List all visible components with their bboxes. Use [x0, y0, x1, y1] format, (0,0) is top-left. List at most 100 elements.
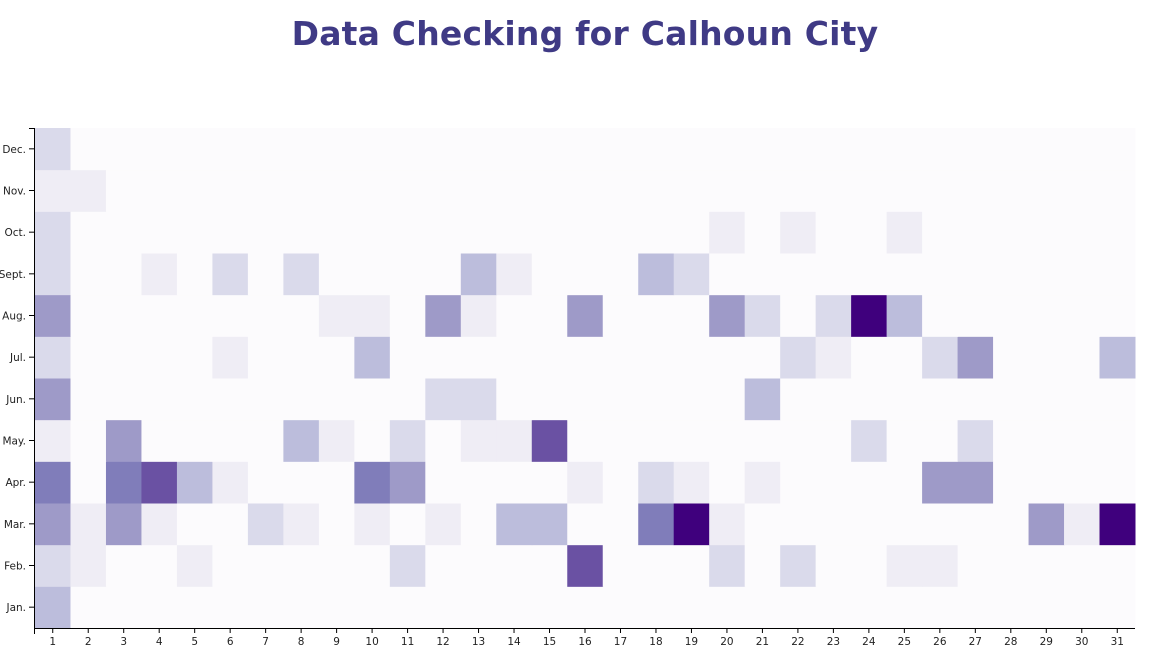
heatmap-cell [141, 211, 178, 254]
heatmap-cell [460, 586, 497, 629]
heatmap-cell [318, 169, 355, 212]
heatmap-cell [35, 378, 71, 421]
x-tick-label: 25 [898, 636, 911, 648]
heatmap-cell [176, 128, 213, 171]
heatmap-cell [638, 169, 675, 212]
x-tick-label: 29 [1040, 636, 1053, 648]
x-tick-label: 15 [543, 636, 556, 648]
heatmap-cell [35, 336, 71, 379]
heatmap-cell [602, 461, 639, 504]
heatmap-cell [567, 128, 604, 171]
heatmap-cell [673, 503, 710, 546]
heatmap-cell [815, 544, 852, 587]
heatmap-cell [709, 211, 746, 254]
heatmap-cell [1099, 461, 1136, 504]
heatmap-cell [567, 544, 604, 587]
heatmap-cell [389, 461, 426, 504]
y-tick-label: Sept. [0, 269, 26, 281]
heatmap-cell [744, 128, 781, 171]
heatmap-cell [567, 586, 604, 629]
heatmap-cell [744, 336, 781, 379]
heatmap-cell [247, 294, 284, 337]
heatmap-cell [815, 169, 852, 212]
heatmap-cell [531, 419, 568, 462]
heatmap-cell [851, 128, 888, 171]
heatmap-cell [389, 419, 426, 462]
heatmap-cell [35, 461, 71, 504]
heatmap-cell [531, 294, 568, 337]
heatmap-cell [993, 378, 1030, 421]
x-tick-label: 18 [649, 636, 662, 648]
heatmap-cell [1028, 128, 1065, 171]
heatmap-cell [709, 419, 746, 462]
heatmap-cell [993, 253, 1030, 296]
heatmap-cell [176, 461, 213, 504]
heatmap-cell [993, 419, 1030, 462]
x-tick-label: 11 [401, 636, 414, 648]
heatmap-cell [425, 544, 462, 587]
heatmap-cell [1099, 544, 1136, 587]
heatmap-cell [744, 169, 781, 212]
heatmap-cell [318, 378, 355, 421]
heatmap-cell [1064, 503, 1101, 546]
heatmap-cell [176, 253, 213, 296]
heatmap-cell [247, 503, 284, 546]
heatmap-cell [602, 419, 639, 462]
heatmap-cell [460, 461, 497, 504]
heatmap-cell [851, 544, 888, 587]
heatmap-cell [318, 586, 355, 629]
heatmap-cell [957, 128, 994, 171]
heatmap-cell [141, 378, 178, 421]
heatmap-cell [283, 211, 320, 254]
heatmap-cell [247, 586, 284, 629]
heatmap-cell [673, 128, 710, 171]
heatmap-cell [425, 419, 462, 462]
heatmap-cell [780, 544, 817, 587]
heatmap-cell [389, 336, 426, 379]
heatmap-cell [1028, 294, 1065, 337]
heatmap-cell [780, 503, 817, 546]
heatmap-cell [815, 378, 852, 421]
heatmap-cell [851, 294, 888, 337]
x-tick-label: 16 [578, 636, 592, 648]
heatmap-cell [993, 169, 1030, 212]
heatmap-cell [602, 253, 639, 296]
heatmap-cell [780, 419, 817, 462]
heatmap-cell [354, 461, 391, 504]
heatmap-cell [496, 336, 533, 379]
heatmap-cell [531, 378, 568, 421]
heatmap-cell [638, 211, 675, 254]
y-tick-label: Feb. [4, 561, 26, 573]
heatmap-cell [744, 419, 781, 462]
heatmap-cell [851, 503, 888, 546]
heatmap-cell [212, 503, 249, 546]
heatmap-cell [105, 294, 142, 337]
heatmap-cell [815, 461, 852, 504]
heatmap-cell [567, 378, 604, 421]
heatmap-cell [780, 128, 817, 171]
heatmap-cell [389, 294, 426, 337]
heatmap-cell [886, 336, 923, 379]
heatmap-cell [673, 586, 710, 629]
x-axis: 1 2 3 4 5 6 7 8 9 10 11 12 13 14 15 16 17 18 19 20 21 22 23 24 2… [35, 628, 1135, 648]
heatmap-cell [318, 211, 355, 254]
heatmap-cell [460, 169, 497, 212]
heatmap-cell [922, 461, 959, 504]
heatmap-cell [389, 378, 426, 421]
heatmap-cell [1028, 544, 1065, 587]
y-axis: Jan. Feb. Mar. Apr. May. Jun. Jul. Aug. Sept. Oct… [0, 128, 35, 634]
heatmap-cell [602, 211, 639, 254]
heatmap-cell [567, 419, 604, 462]
x-tick-label: 17 [614, 636, 627, 648]
heatmap-cell [247, 169, 284, 212]
heatmap-cell [105, 419, 142, 462]
x-tick-label: 26 [933, 636, 947, 648]
heatmap-cell [354, 169, 391, 212]
y-tick-label: May. [2, 436, 26, 448]
heatmap-cell [1099, 253, 1136, 296]
heatmap-cell [957, 461, 994, 504]
x-tick-label: 28 [1004, 636, 1017, 648]
heatmap-cell [283, 169, 320, 212]
heatmap-cell [354, 544, 391, 587]
heatmap-cell [389, 211, 426, 254]
